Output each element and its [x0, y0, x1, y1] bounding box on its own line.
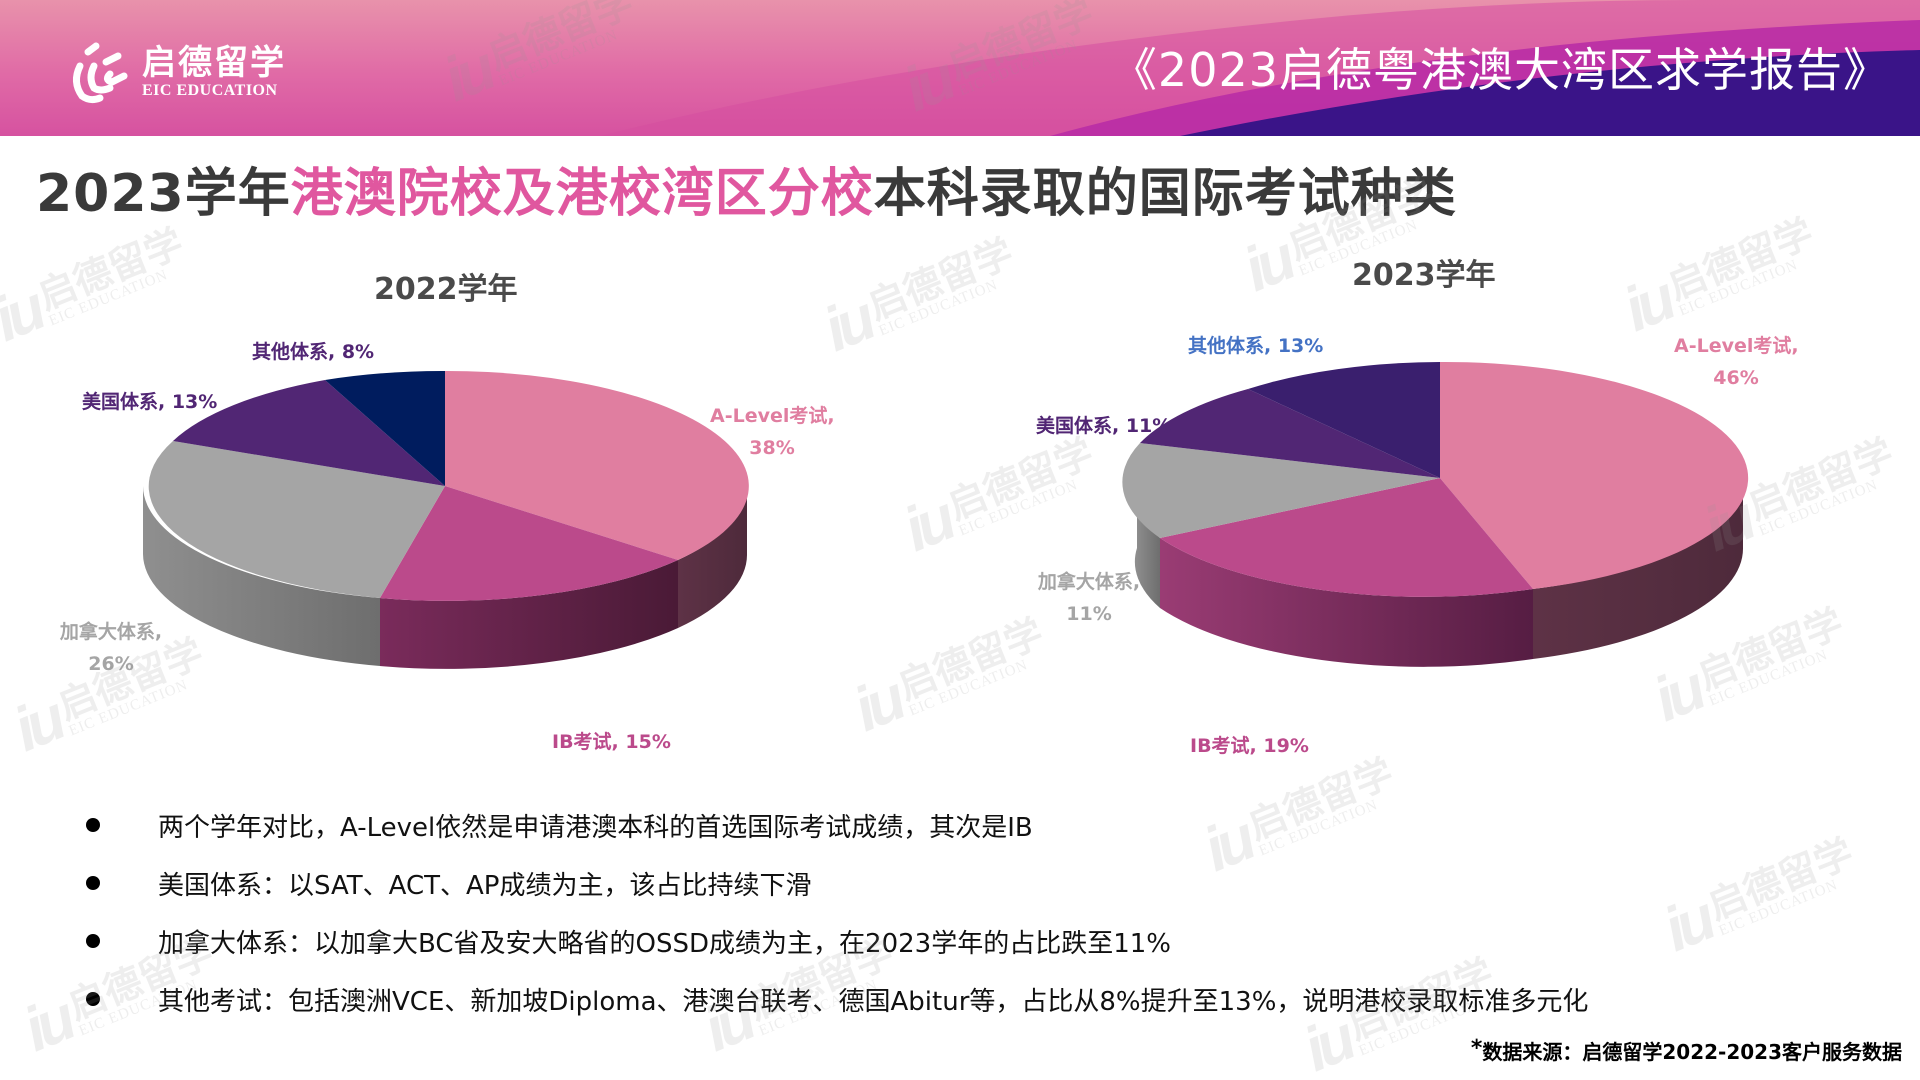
pie-2022-ib-side: [380, 560, 678, 669]
list-item: 两个学年对比，A-Level依然是申请港澳本科的首选国际考试成绩，其次是IB: [82, 796, 1588, 854]
label-2023-canada-name: 加拿大体系,: [1037, 571, 1141, 593]
label-2022-canada-pct: 26%: [88, 653, 134, 675]
pie-2022-slice-other: [325, 370, 445, 486]
eic-logo: 启德留学 EIC EDUCATION: [66, 38, 286, 106]
label-2023-ib: IB考试, 19%: [1190, 735, 1309, 757]
label-2023-canada-pct: 11%: [1066, 603, 1112, 625]
label-2023-alevel-pct: 46%: [1713, 367, 1759, 389]
pie-2023-canada-side: [1134, 478, 1160, 608]
label-2023-alevel: A-Level考试, 46%: [1674, 330, 1799, 394]
chart-2022-title: 2022学年: [374, 272, 518, 307]
data-source-note: *数据来源：启德留学2022-2023客户服务数据: [1471, 1036, 1902, 1065]
pie-chart-2022: [143, 370, 749, 669]
pie-2023-slice-other: [1248, 362, 1440, 478]
bullet-dot-icon: [86, 992, 100, 1006]
pie-2023-slice-usa: [1140, 389, 1440, 478]
label-2022-alevel-name: A-Level考试,: [710, 405, 835, 427]
bullet-dot-icon: [86, 876, 100, 890]
chart-2023-title: 2023学年: [1352, 258, 1496, 293]
eic-logo-icon: [73, 42, 128, 104]
pie-chart-2023: [1122, 361, 1749, 667]
page-title-prefix: 2023学年: [36, 164, 291, 224]
pie-2022-slice-ib: [380, 486, 678, 601]
label-2022-usa: 美国体系, 13%: [82, 391, 218, 413]
label-2022-other: 其他体系, 8%: [252, 341, 375, 363]
pie-2023-slice-canada: [1122, 443, 1440, 538]
label-2022-canada: 加拿大体系, 26%: [56, 616, 166, 680]
pie-2023-alevel-side: [1533, 478, 1744, 659]
pie-2022-slice-alevel: [445, 370, 749, 560]
source-asterisk: *: [1470, 1036, 1483, 1061]
pie-2022-slice-canada: [148, 441, 445, 598]
page-title: 2023学年港澳院校及港校湾区分校本科录取的国际考试种类: [36, 160, 1457, 228]
list-item-text: 美国体系：以SAT、ACT、AP成绩为主，该占比持续下滑: [158, 870, 812, 901]
pie-2023-slice-alevel: [1440, 361, 1749, 589]
label-2023-usa: 美国体系, 11%: [1036, 415, 1172, 437]
label-2023-alevel-name: A-Level考试,: [1674, 335, 1799, 357]
header-banner: 启德留学 EIC EDUCATION 《2023启德粤港澳大湾区求学报告》: [0, 0, 1920, 136]
list-item: 其他考试：包括澳洲VCE、新加坡Diploma、港澳台联考、德国Abitur等，…: [82, 970, 1588, 1028]
bullet-dot-icon: [86, 818, 100, 832]
label-2022-alevel: A-Level考试, 38%: [710, 400, 835, 464]
report-title: 《2023启德粤港澳大湾区求学报告》: [1110, 43, 1890, 97]
label-2022-alevel-pct: 38%: [749, 437, 795, 459]
pie-2023-slice-ib: [1160, 478, 1533, 597]
logo-en-text: EIC EDUCATION: [142, 82, 278, 99]
pie-2023-ib-side: [1160, 538, 1533, 667]
label-2022-canada-name: 加拿大体系,: [59, 621, 163, 643]
findings-list: 两个学年对比，A-Level依然是申请港澳本科的首选国际考试成绩，其次是IB 美…: [82, 796, 1588, 1028]
logo-cn-text: 启德留学: [142, 43, 286, 83]
list-item-text: 加拿大体系：以加拿大BC省及安大略省的OSSD成绩为主，在2023学年的占比跌至…: [158, 928, 1171, 959]
list-item-text: 两个学年对比，A-Level依然是申请港澳本科的首选国际考试成绩，其次是IB: [158, 812, 1033, 843]
pie-2022-slice-usa: [173, 380, 445, 486]
page-title-suffix: 本科录取的国际考试种类: [873, 164, 1457, 224]
bullet-dot-icon: [86, 934, 100, 948]
label-2023-canada: 加拿大体系, 11%: [1034, 566, 1144, 630]
page-title-highlight: 港澳院校及港校湾区分校: [290, 164, 874, 224]
label-2023-other: 其他体系, 13%: [1188, 335, 1324, 357]
list-item: 美国体系：以SAT、ACT、AP成绩为主，该占比持续下滑: [82, 854, 1588, 912]
banner-waves-decoration: [600, 0, 1920, 136]
pie-2022-canada-side: [143, 486, 380, 666]
source-text: 数据来源：启德留学2022-2023客户服务数据: [1482, 1040, 1902, 1064]
pie-2022-alevel-side: [678, 486, 748, 628]
list-item: 加拿大体系：以加拿大BC省及安大略省的OSSD成绩为主，在2023学年的占比跌至…: [82, 912, 1588, 970]
label-2022-ib: IB考试, 15%: [552, 731, 671, 753]
list-item-text: 其他考试：包括澳洲VCE、新加坡Diploma、港澳台联考、德国Abitur等，…: [158, 986, 1589, 1017]
